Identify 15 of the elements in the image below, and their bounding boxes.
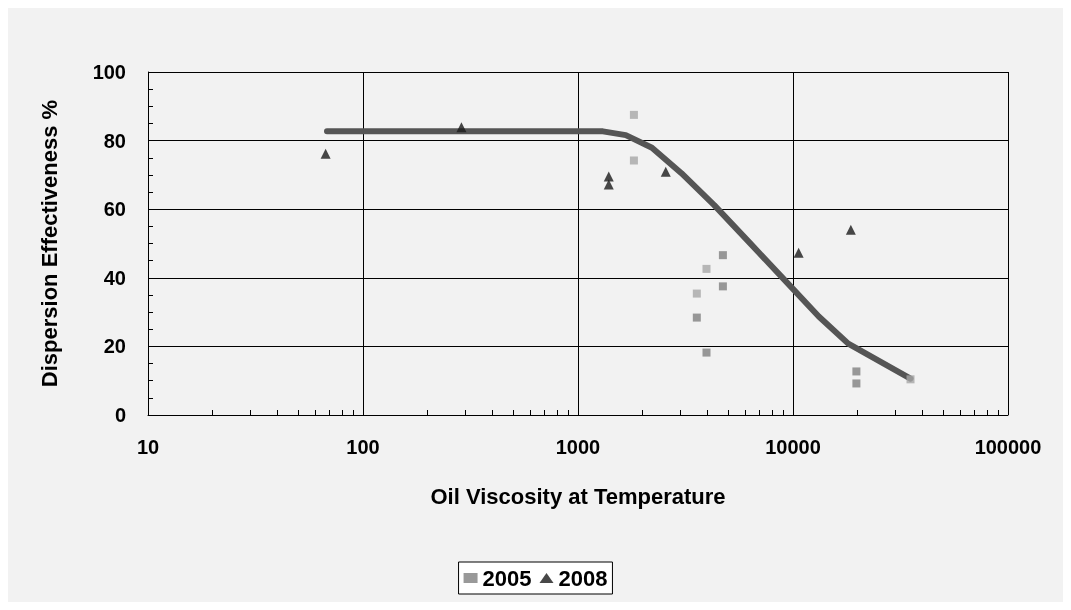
y-tick-label: 40 — [103, 266, 126, 289]
x-tick-label: 100000 — [974, 436, 1042, 458]
x-tick-label: 10000 — [765, 436, 821, 458]
x-axis-title: Oil Viscosity at Temperature — [430, 483, 726, 509]
x-tick-label: 100 — [346, 436, 380, 458]
y-tick-label: 0 — [114, 404, 126, 426]
x-tick-label: 1000 — [555, 436, 601, 458]
y-tick-label: 80 — [103, 129, 126, 152]
y-axis-title: Dispersion Effectiveness % — [36, 99, 62, 388]
legend-label: 2005 — [482, 565, 532, 591]
x-tick-label: 10 — [136, 436, 160, 458]
y-tick-label: 100 — [92, 61, 126, 83]
legend-label: 2008 — [558, 565, 608, 591]
y-tick-label: 20 — [103, 335, 126, 358]
y-tick-label: 60 — [103, 198, 126, 221]
